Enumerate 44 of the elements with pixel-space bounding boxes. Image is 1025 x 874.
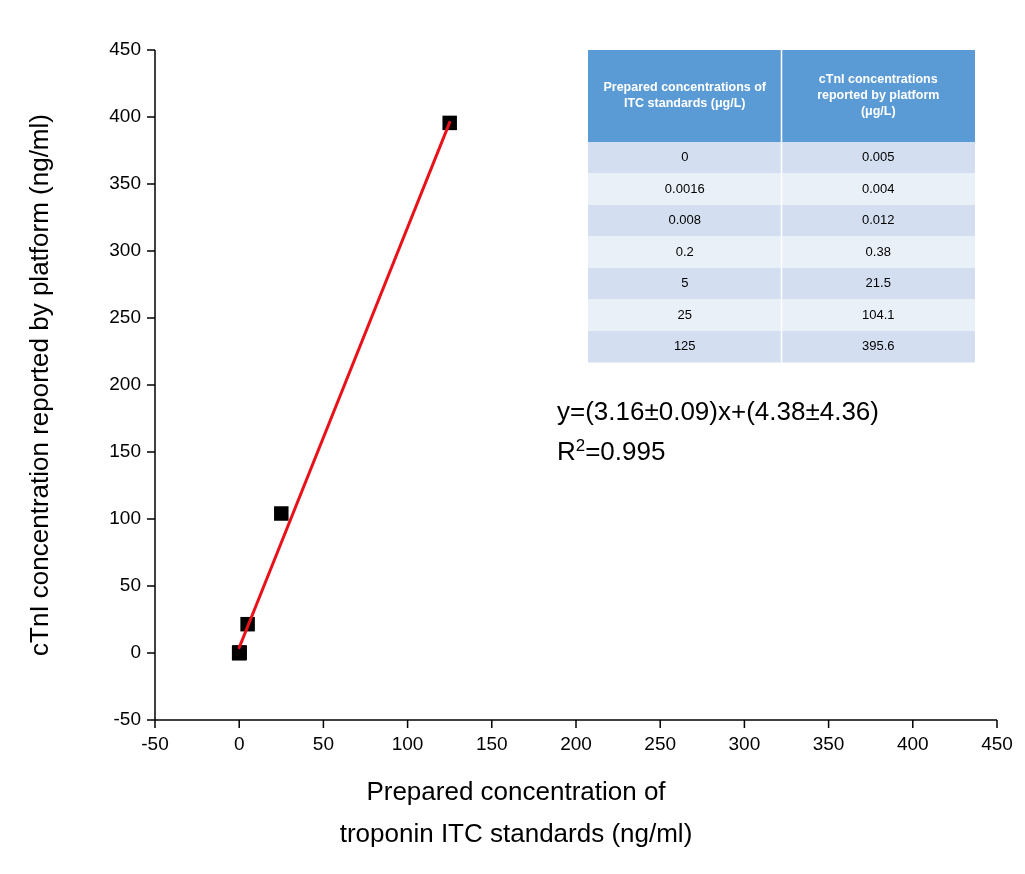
y-tick-label: 300 xyxy=(109,239,141,261)
x-tick-label: 300 xyxy=(728,733,761,754)
x-axis-title: Prepared concentration of troponin ITC standards (ng/ml) xyxy=(339,776,693,848)
y-tick-label: 250 xyxy=(109,306,141,328)
point xyxy=(232,645,247,660)
annotation: y=(3.16±0.09)x+(4.38±4.36) xyxy=(557,396,879,426)
category-label: 25 xyxy=(677,306,692,322)
x-tick-label: 450 xyxy=(981,733,1013,754)
y-tick-label: 400 xyxy=(109,105,141,127)
y-tick-label: 150 xyxy=(109,440,141,462)
category-label: 5 xyxy=(681,275,689,291)
x-tick-label: 350 xyxy=(812,733,845,754)
x-tick-label: 100 xyxy=(391,733,424,754)
annotation: R$^{2}$=0.995 xyxy=(557,435,666,466)
y-tick-label: 50 xyxy=(119,574,141,596)
y-axis-title: cTnI concentration reported by platform (ng/ml) xyxy=(24,114,54,656)
y-tick-label: 100 xyxy=(109,507,141,529)
category-label: 0 xyxy=(681,149,689,165)
x-tick-label: 50 xyxy=(312,733,334,754)
x-tick-label: 150 xyxy=(475,733,508,754)
x-tick-label: -50 xyxy=(141,733,169,754)
data-label: 395.6 xyxy=(861,338,895,354)
x-tick-label: 0 xyxy=(233,733,245,754)
x-tick-label: 400 xyxy=(896,733,929,754)
y-tick-label: -50 xyxy=(113,708,141,730)
category-label: 0.0016 xyxy=(664,180,705,196)
point xyxy=(274,506,289,521)
data-label: 0.005 xyxy=(861,149,895,165)
y-tick-label: 450 xyxy=(109,38,141,60)
x-tick-label: 200 xyxy=(560,733,592,754)
y-tick-label: 350 xyxy=(109,172,141,194)
category-label: 0.2 xyxy=(675,243,694,259)
data-label: 21.5 xyxy=(865,275,891,291)
data-label: 0.38 xyxy=(865,243,891,259)
category-label: 0.008 xyxy=(668,212,702,228)
x-tick-label: 250 xyxy=(644,733,677,754)
data-label: 104.1 xyxy=(861,306,895,322)
annotation: Prepared concentrations of ITC standards (μg/L) xyxy=(603,80,767,111)
data-label: 0.004 xyxy=(861,180,895,196)
category-label: 125 xyxy=(673,338,696,354)
annotation: cTnI concentrations reported by platform (μg/L) xyxy=(817,72,940,119)
data-label: 0.012 xyxy=(861,212,895,228)
y-tick-label: 0 xyxy=(130,641,141,663)
y-tick-label: 200 xyxy=(109,373,141,395)
